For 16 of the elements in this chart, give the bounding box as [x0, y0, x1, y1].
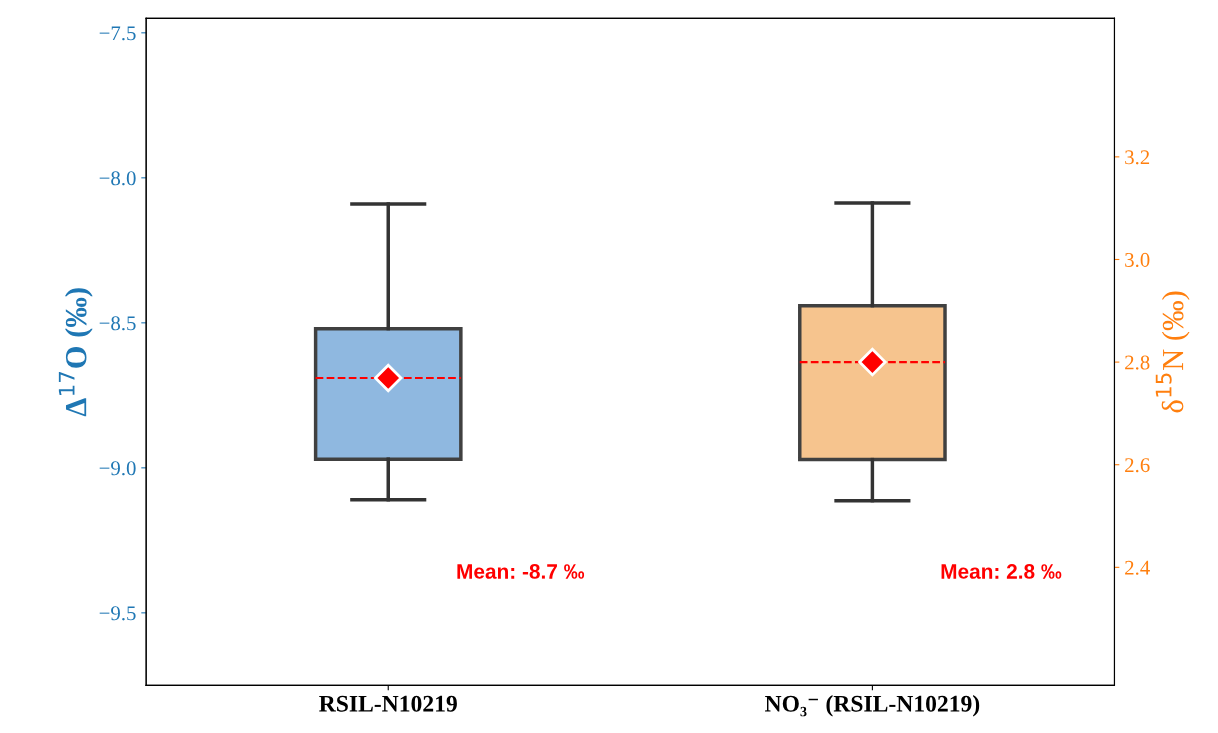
annotation: Mean: -8.7 ‰ [457, 564, 585, 579]
y2-tick-label: 2.4 [1125, 560, 1150, 575]
y-axis-title: Δ$^{17}$O (‰) [58, 288, 93, 417]
y-tick-label: −9.5 [99, 606, 136, 621]
x-tick-label: NO₃⁻ (RSIL-N10219) [765, 695, 980, 717]
y2-tick-label: 3.2 [1125, 150, 1150, 165]
y2-tick-label: 2.8 [1125, 355, 1150, 370]
y-tick-label: −8.5 [99, 316, 136, 331]
y-tick-label: −8.0 [99, 171, 136, 186]
y2-tick-label: 2.6 [1125, 458, 1150, 473]
y-tick-label: −9.0 [99, 461, 136, 476]
y2-axis-title: δ$^{15}$N (‰) [1155, 291, 1190, 413]
y2-tick-label: 3.0 [1125, 252, 1150, 268]
y-tick-label: −7.5 [99, 26, 136, 41]
annotation: Mean: 2.8 ‰ [941, 564, 1062, 579]
x-tick-label: RSIL-N10219 [319, 695, 457, 712]
